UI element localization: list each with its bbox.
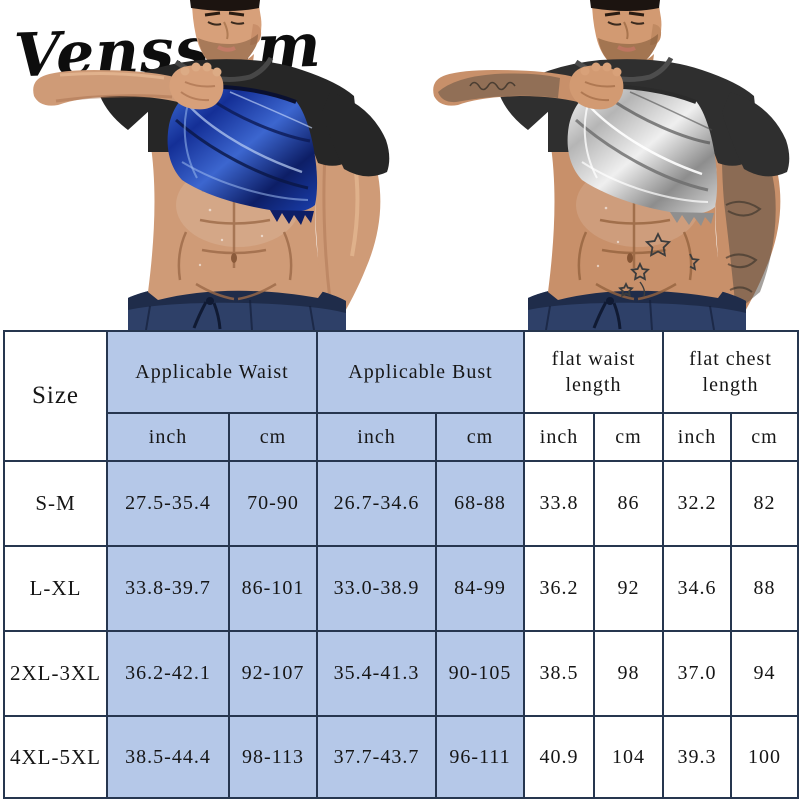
cell-flat-waist-inch: 38.5	[523, 630, 595, 717]
cell-flat-chest-cm: 94	[730, 630, 800, 717]
photo-strip: Vensslim	[0, 0, 800, 330]
cell-flat-waist-cm: 104	[592, 715, 665, 799]
group-header-flat-waist-length: flat waist length	[522, 330, 665, 414]
cell-flat-chest-cm: 100	[730, 715, 800, 799]
group-header-applicable-bust: Applicable Bust	[316, 330, 525, 414]
table-row: L-XL 33.8-39.7 86-101 33.0-38.9 84-99 36…	[3, 545, 800, 632]
table-row: S-M 27.5-35.4 70-90 26.7-34.6 68-88 33.8…	[3, 460, 800, 547]
unit-header: cm	[592, 412, 665, 462]
lining-blue	[167, 84, 318, 225]
cell-bust-inch: 33.0-38.9	[316, 545, 437, 632]
cell-bust-cm: 68-88	[435, 460, 525, 547]
cell-flat-chest-inch: 37.0	[662, 630, 733, 717]
cell-flat-chest-inch: 32.2	[662, 460, 733, 547]
unit-header: inch	[523, 412, 595, 462]
table-row: 4XL-5XL 38.5-44.4 98-113 37.7-43.7 96-11…	[3, 715, 800, 799]
cell-flat-chest-inch: 34.6	[662, 545, 733, 632]
cell-flat-waist-inch: 33.8	[523, 460, 595, 547]
cell-flat-waist-cm: 92	[592, 545, 665, 632]
cell-waist-cm: 86-101	[228, 545, 318, 632]
script-tattoo	[469, 81, 516, 91]
cell-size: L-XL	[3, 545, 108, 632]
cell-flat-chest-inch: 39.3	[662, 715, 733, 799]
cell-waist-inch: 27.5-35.4	[106, 460, 230, 547]
cell-flat-waist-inch: 36.2	[523, 545, 595, 632]
photo-blue-lining-model	[33, 0, 390, 330]
cell-waist-cm: 70-90	[228, 460, 318, 547]
table-row: 2XL-3XL 36.2-42.1 92-107 35.4-41.3 90-10…	[3, 630, 800, 717]
unit-header: inch	[106, 412, 230, 462]
group-header-flat-chest-length: flat chest length	[662, 330, 800, 414]
unit-header: cm	[435, 412, 525, 462]
cell-waist-inch: 36.2-42.1	[106, 630, 230, 717]
cell-waist-inch: 38.5-44.4	[106, 715, 230, 799]
unit-header: cm	[730, 412, 800, 462]
photo-silver-lining-model	[433, 0, 790, 330]
cell-size: 2XL-3XL	[3, 630, 108, 717]
cell-flat-waist-cm: 98	[592, 630, 665, 717]
unit-header: cm	[228, 412, 318, 462]
cell-bust-inch: 26.7-34.6	[316, 460, 437, 547]
cell-waist-inch: 33.8-39.7	[106, 545, 230, 632]
group-header-applicable-waist: Applicable Waist	[106, 330, 318, 414]
star-tattoos	[618, 231, 700, 298]
cell-flat-waist-cm: 86	[592, 460, 665, 547]
cell-flat-chest-cm: 82	[730, 460, 800, 547]
model-arm-gripping	[33, 62, 224, 110]
unit-header: inch	[316, 412, 437, 462]
cell-bust-cm: 96-111	[435, 715, 525, 799]
cell-bust-inch: 37.7-43.7	[316, 715, 437, 799]
cell-waist-cm: 92-107	[228, 630, 318, 717]
cell-flat-waist-inch: 40.9	[523, 715, 595, 799]
size-column-header: Size	[3, 330, 108, 462]
cell-flat-chest-cm: 88	[730, 545, 800, 632]
cell-size: 4XL-5XL	[3, 715, 108, 799]
cell-bust-cm: 84-99	[435, 545, 525, 632]
cell-size: S-M	[3, 460, 108, 547]
size-chart: Size Applicable Waist Applicable Bust fl…	[3, 330, 800, 799]
size-chart-table: Size Applicable Waist Applicable Bust fl…	[3, 330, 800, 799]
cell-bust-cm: 90-105	[435, 630, 525, 717]
model-arm-gripping	[433, 62, 624, 110]
cell-waist-cm: 98-113	[228, 715, 318, 799]
unit-header: inch	[662, 412, 733, 462]
cell-bust-inch: 35.4-41.3	[316, 630, 437, 717]
